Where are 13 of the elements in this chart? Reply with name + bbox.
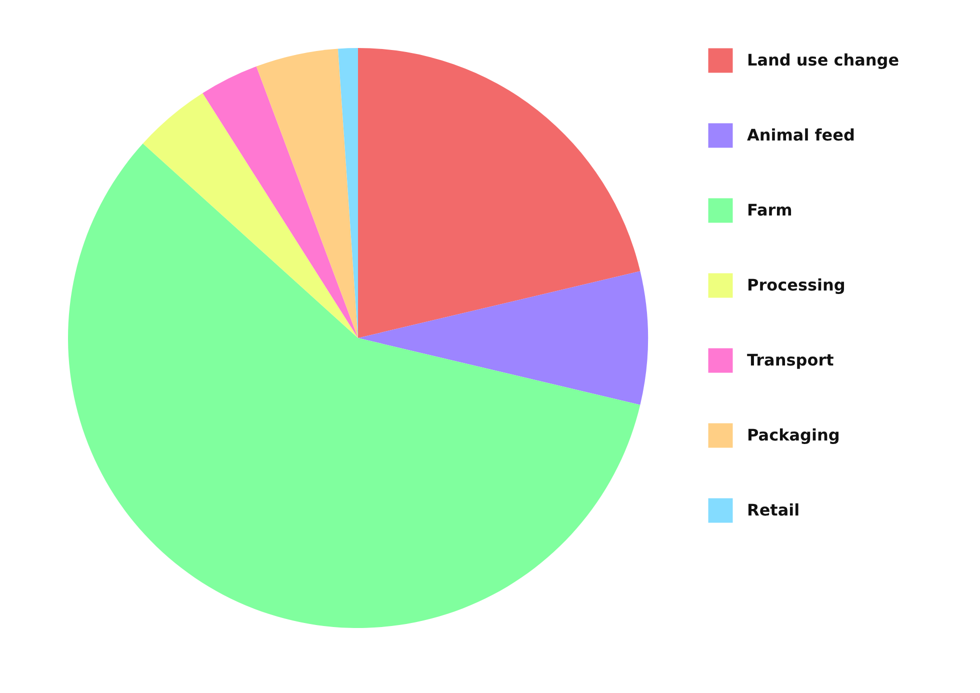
legend-label: Animal feed (747, 126, 855, 144)
legend-label: Transport (747, 350, 834, 370)
legend-label: Retail (747, 500, 800, 520)
legend-label: Farm (747, 200, 792, 220)
pie-slice (142, 93, 358, 338)
legend-label: Processing (747, 276, 846, 294)
legend-label: Land use change (747, 50, 900, 70)
pie-slice (68, 144, 640, 628)
pie-slice (358, 48, 640, 338)
legend-label: Packaging (747, 426, 840, 444)
pie-slice (358, 271, 648, 405)
pie-slice (202, 66, 358, 338)
pie-slice (256, 48, 358, 338)
